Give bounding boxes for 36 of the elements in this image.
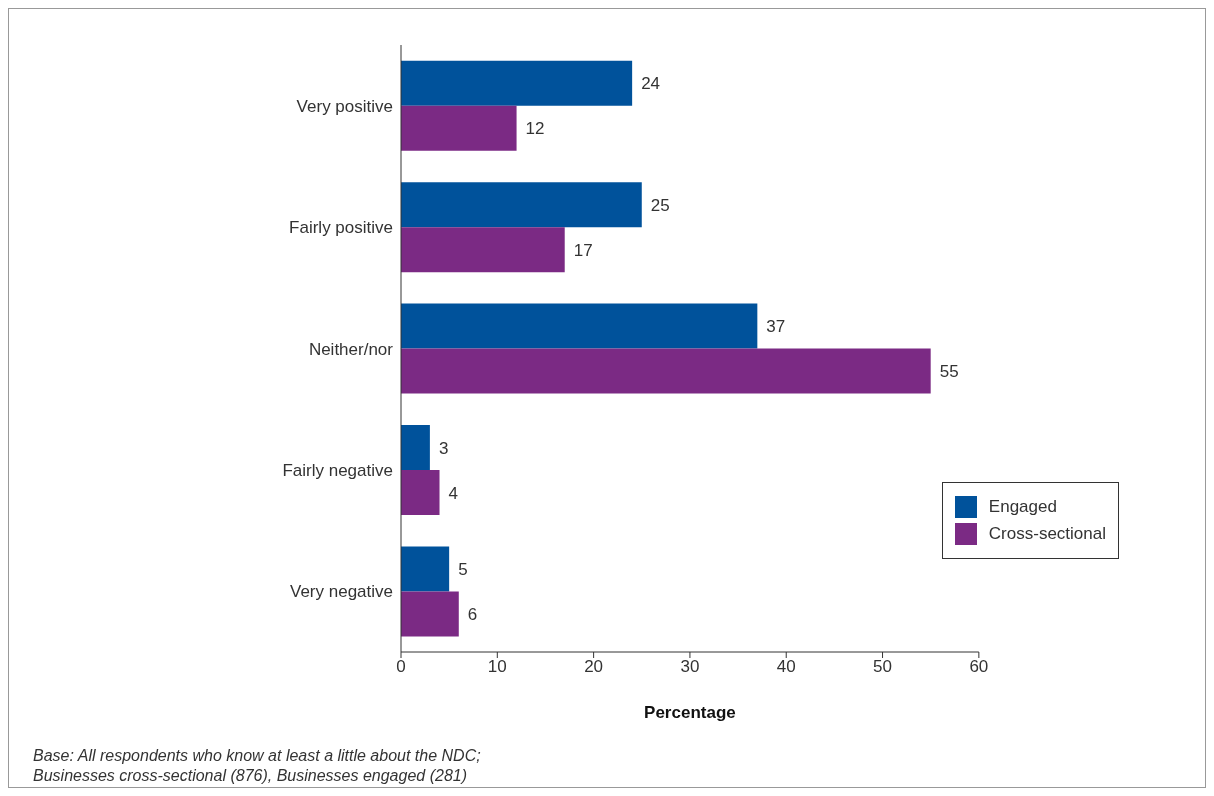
y-tick-label: Very negative: [289, 582, 393, 602]
data-label: 5: [458, 559, 468, 579]
x-tick-label: 0: [396, 657, 406, 677]
bar: [401, 105, 517, 151]
data-label: 3: [438, 438, 449, 458]
x-tick-label: 60: [969, 657, 989, 677]
x-tick-label: 50: [873, 657, 892, 677]
x-tick-label: 30: [680, 657, 700, 677]
bar: [401, 591, 459, 637]
bar: [401, 227, 565, 273]
data-label: 37: [766, 317, 786, 337]
y-tick-label: Neither/nor: [308, 339, 394, 359]
x-tick-label: 40: [776, 657, 796, 677]
legend-label: Engaged: [988, 497, 1057, 517]
y-tick-label: Fairly positive: [289, 218, 393, 238]
x-tick-label: 10: [487, 657, 507, 677]
bar: [401, 546, 450, 592]
bar: [401, 303, 758, 349]
bar: [401, 424, 430, 470]
bar: [401, 348, 931, 394]
data-label: 24: [641, 74, 661, 94]
data-label: 25: [650, 195, 670, 215]
bar: [401, 182, 642, 228]
x-tick-label: 20: [584, 657, 604, 677]
data-label: 4: [448, 483, 458, 503]
legend-label: Cross-sectional: [988, 524, 1106, 544]
y-tick-label: Fairly negative: [282, 460, 393, 480]
data-label: 55: [939, 362, 959, 382]
y-tick-label: Very positive: [296, 96, 393, 116]
x-axis-title: Percentage: [644, 703, 736, 722]
data-label: 17: [573, 240, 593, 260]
bar: [401, 469, 440, 515]
text: Base: All respondents who know at least a little about the NDC; Businesses cross-sectional (876), Businesses engaged (281): [33, 746, 481, 786]
bar: [401, 60, 633, 106]
data-label: 12: [525, 119, 545, 139]
data-label: 6: [467, 604, 478, 624]
